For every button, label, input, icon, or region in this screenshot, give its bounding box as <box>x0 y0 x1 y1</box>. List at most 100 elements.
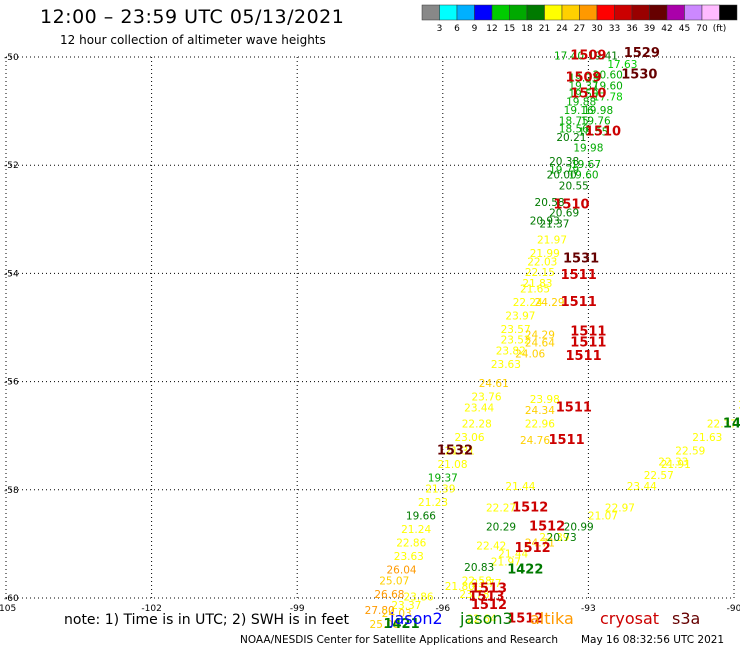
colorbar-swatch <box>456 4 475 21</box>
pass-time-label: 1512 <box>514 541 550 556</box>
colorbar-label: (ft) <box>713 24 727 34</box>
pass-time-label: 142 <box>723 417 740 432</box>
y-tick-label: -56 <box>4 378 19 388</box>
colorbar-swatch <box>596 4 615 21</box>
pass-time-label: 1421 <box>383 617 419 632</box>
wave-height-point: 20.99 <box>564 521 594 533</box>
wave-height-point: 24.29 <box>535 297 565 309</box>
wave-height-point: 24.06 <box>515 348 545 360</box>
colorbar-swatch <box>614 4 633 21</box>
colorbar-label: 45 <box>679 24 690 34</box>
wave-height-point: 20.73 <box>547 532 577 544</box>
pass-time-label: 1531 <box>563 252 599 267</box>
wave-height-point: 20.38 <box>549 156 579 168</box>
wave-height-point: 21.99 <box>530 248 560 260</box>
wave-height-point: 22.97 <box>605 502 635 514</box>
colorbar-swatch <box>474 4 493 21</box>
wave-height-point: 22.64 <box>467 613 497 625</box>
colorbar-label: 39 <box>644 24 656 34</box>
wave-height-point: 22.28 <box>462 419 492 431</box>
wave-height-point: 19.60 <box>593 80 623 92</box>
x-tick-label: -96 <box>435 604 450 614</box>
colorbar-label: 12 <box>486 24 497 34</box>
wave-height-point: 17.78 <box>593 91 623 103</box>
wave-height-point: 20.29 <box>486 521 516 533</box>
wave-height-point: 23.63 <box>491 359 521 371</box>
pass-time-label: 1422 <box>507 563 543 578</box>
wave-height-point: 20.00 <box>547 170 577 182</box>
pass-time-label: 1511 <box>561 268 597 283</box>
wave-height-point: 18.56 <box>559 124 589 136</box>
wave-height-point: 19.79 <box>549 164 579 176</box>
wave-height-point: 22.86 <box>396 538 426 550</box>
pass-time-label: 1510 <box>585 124 621 139</box>
pass-time-label: 1511 <box>565 349 601 364</box>
wave-height-point: 22.15 <box>525 267 555 279</box>
legend-cryosat: cryosat <box>600 609 660 628</box>
wave-height-point: 17.40 <box>554 51 584 63</box>
pass-time-label: 1509 <box>565 70 601 85</box>
wave-height-point: 19.37 <box>569 80 599 92</box>
wave-height-point: 22.57 <box>644 470 674 482</box>
pass-time-label: 1511 <box>556 400 592 415</box>
colorbar-swatch <box>491 4 510 21</box>
wave-height-point: 24.61 <box>479 378 509 390</box>
legend-jason3: jason3 <box>460 609 513 628</box>
pass-time-label: 1509 <box>570 49 606 64</box>
wave-height-point: 21.39 <box>425 484 455 496</box>
wave-height-point: 22.96 <box>525 419 555 431</box>
colorbar-swatch <box>544 4 563 21</box>
pass-time-label: 1511 <box>561 295 597 310</box>
wave-height-point: 22.24 <box>513 297 543 309</box>
y-tick-label: -60 <box>4 594 19 604</box>
pass-time-label: 1511 <box>570 335 606 350</box>
wave-height-point: 21.97 <box>537 235 567 247</box>
wave-height-point: 21.63 <box>692 432 722 444</box>
wave-height-point: 19.76 <box>581 116 611 128</box>
wave-height-point: 19.60 <box>569 170 599 182</box>
wave-height-point: 21.44 <box>505 481 535 493</box>
wave-height-point: 23.78 <box>459 589 489 601</box>
colorbar-label: 15 <box>504 24 515 34</box>
colorbar-label: 27 <box>574 24 585 34</box>
colorbar-label: 21 <box>539 24 550 34</box>
x-tick-label: -102 <box>141 604 161 614</box>
wave-height-point: 24.34 <box>525 405 555 417</box>
wave-height-point: 24.29 <box>525 329 555 341</box>
wave-height-point: 20.93 <box>530 216 560 228</box>
wave-height-point: 22.58 <box>738 400 740 412</box>
colorbar-swatch <box>631 4 650 21</box>
wave-height-point: 22.42 <box>476 540 506 552</box>
wave-height-point: 19.37 <box>428 473 458 485</box>
wave-height-point: 20.60 <box>593 70 623 82</box>
colorbar-label: 18 <box>521 24 533 34</box>
colorbar-swatch <box>579 4 598 21</box>
wave-height-point: 22.59 <box>675 446 705 458</box>
pass-time-label: 1512 <box>512 500 548 515</box>
footer-credit: NOAA/NESDIS Center for Satellite Applica… <box>240 634 558 646</box>
wave-height-point: 21.07 <box>588 511 618 523</box>
wave-height-point: 19.88 <box>566 97 596 109</box>
pass-time-label: 1530 <box>621 68 657 83</box>
wave-height-point: 24.64 <box>525 337 555 349</box>
colorbar-label: 70 <box>696 24 708 34</box>
wave-height-point: 23.44 <box>627 481 657 493</box>
wave-height-point: 20.21 <box>556 132 586 144</box>
wave-height-point: 23.44 <box>464 402 494 414</box>
colorbar-swatch <box>421 4 440 21</box>
legend-jason2: jason2 <box>390 609 443 628</box>
wave-height-point: 23.76 <box>471 392 501 404</box>
wave-height-point: 25.08 <box>370 619 400 631</box>
wave-height-point: 20.69 <box>549 208 579 220</box>
wave-height-point: 23.37 <box>391 600 421 612</box>
pass-time-label: 1512 <box>507 611 543 626</box>
y-tick-label: -50 <box>4 53 19 63</box>
colorbar-label: 30 <box>591 24 603 34</box>
wave-height-point: 20.58 <box>535 197 565 209</box>
pass-time-label: 1510 <box>553 197 589 212</box>
wave-height-point: 19.66 <box>406 511 436 523</box>
wave-height-point: 22.58 <box>462 575 492 587</box>
colorbar-label: 9 <box>472 24 478 34</box>
pass-time-label: 1512 <box>529 519 565 534</box>
colorbar-swatch <box>719 4 738 21</box>
